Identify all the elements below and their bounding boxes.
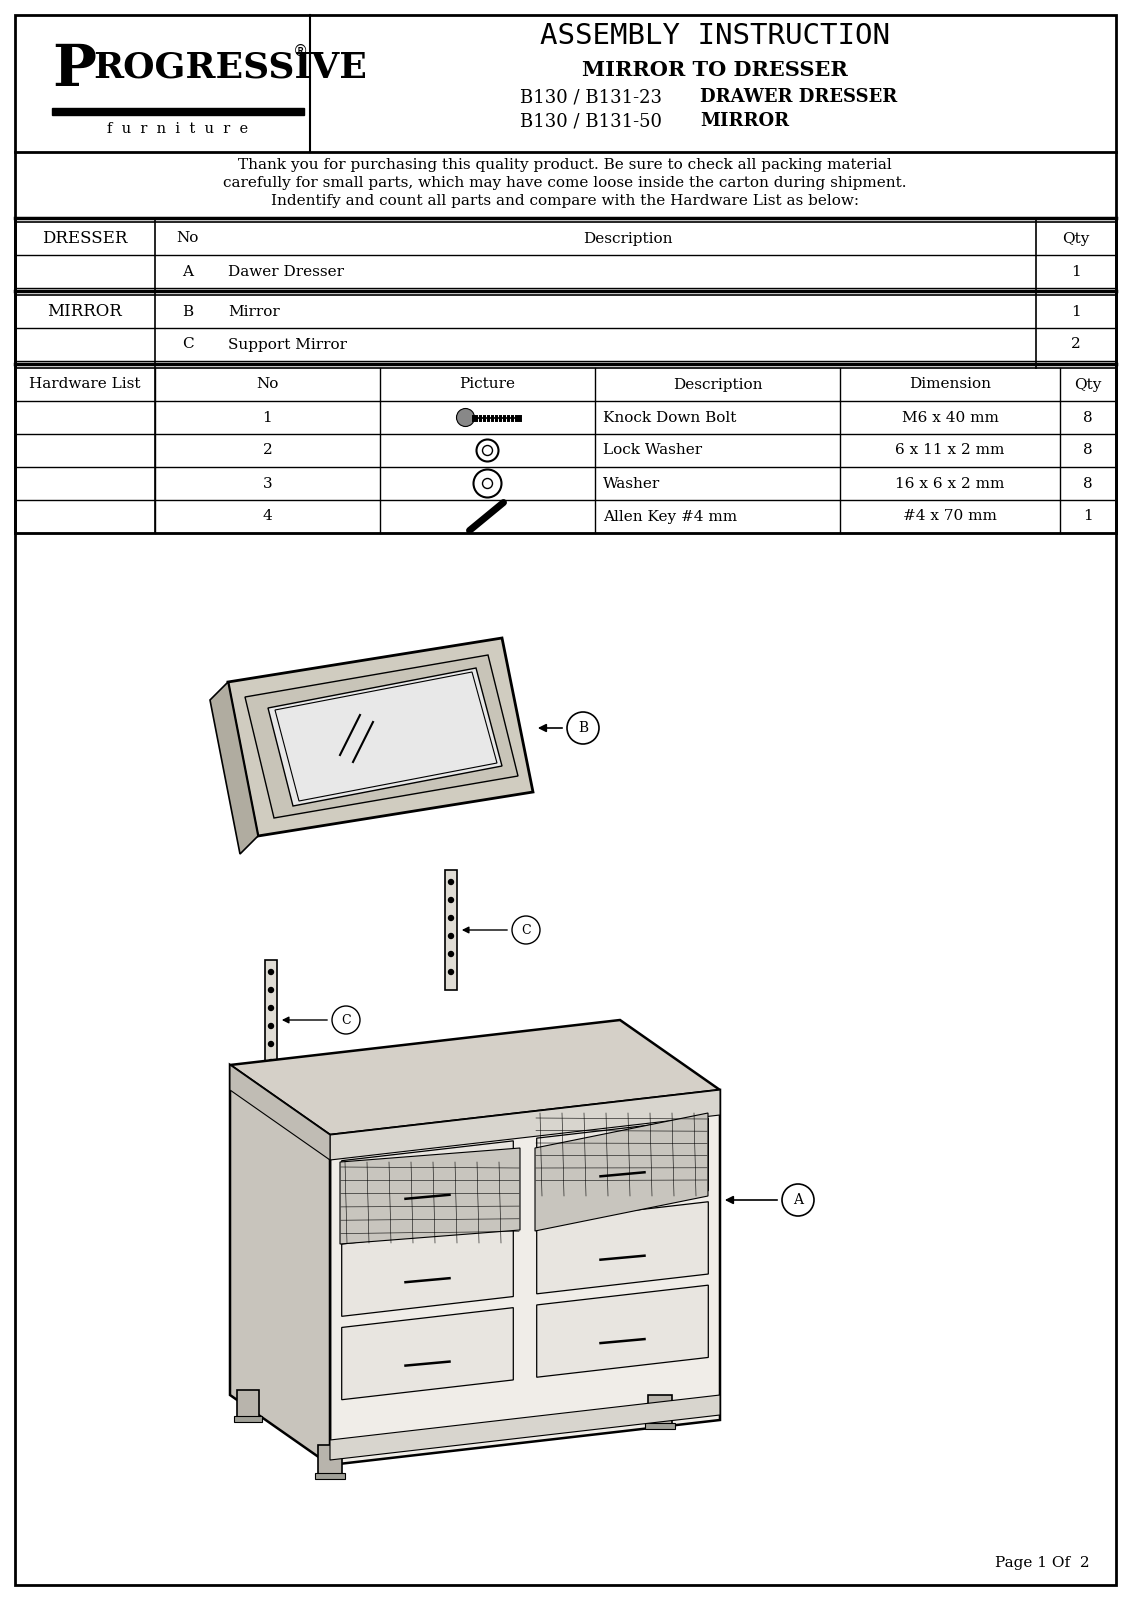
Circle shape: [449, 915, 454, 920]
Text: 3: 3: [262, 477, 273, 491]
Text: 4: 4: [262, 509, 273, 523]
Circle shape: [268, 1042, 274, 1046]
Text: Hardware List: Hardware List: [29, 378, 140, 392]
Text: No: No: [257, 378, 278, 392]
Polygon shape: [342, 1141, 513, 1234]
Text: MIRROR TO DRESSER: MIRROR TO DRESSER: [582, 59, 848, 80]
Text: Thank you for purchasing this quality product. Be sure to check all packing mate: Thank you for purchasing this quality pr…: [239, 158, 892, 171]
Text: Dawer Dresser: Dawer Dresser: [228, 264, 344, 278]
Circle shape: [268, 1005, 274, 1011]
Text: 8: 8: [1083, 443, 1093, 458]
Polygon shape: [340, 1149, 520, 1245]
Bar: [645, 1422, 675, 1429]
Text: 8: 8: [1083, 477, 1093, 491]
Text: ROGRESSIVE: ROGRESSIVE: [93, 50, 366, 83]
Polygon shape: [230, 1066, 330, 1160]
Polygon shape: [537, 1202, 708, 1294]
Text: 1: 1: [1083, 509, 1093, 523]
Text: B130 / B131-23: B130 / B131-23: [520, 88, 673, 106]
Polygon shape: [268, 669, 502, 806]
Text: MIRROR: MIRROR: [48, 302, 122, 320]
Text: 1: 1: [262, 411, 273, 424]
Circle shape: [449, 898, 454, 902]
Text: Qty: Qty: [1062, 232, 1089, 245]
Text: Lock Washer: Lock Washer: [603, 443, 702, 458]
Bar: [15, 533, 1116, 1586]
Bar: [234, 1416, 262, 1422]
Text: No: No: [176, 232, 199, 245]
Text: M6 x 40 mm: M6 x 40 mm: [901, 411, 999, 424]
Text: 8: 8: [1083, 411, 1093, 424]
Polygon shape: [228, 638, 533, 835]
Text: 16 x 6 x 2 mm: 16 x 6 x 2 mm: [896, 477, 1004, 491]
Text: B: B: [578, 722, 588, 734]
Text: f  u  r  n  i  t  u  r  e: f u r n i t u r e: [107, 122, 249, 136]
Text: C: C: [342, 1013, 351, 1027]
Bar: [265, 960, 277, 1080]
Polygon shape: [342, 1224, 513, 1317]
Text: 2: 2: [262, 443, 273, 458]
Text: Qty: Qty: [1074, 378, 1102, 392]
Text: Picture: Picture: [459, 378, 516, 392]
Text: B130 / B131-50: B130 / B131-50: [520, 112, 673, 130]
Polygon shape: [537, 1285, 708, 1378]
Text: MIRROR: MIRROR: [700, 112, 789, 130]
Text: 6 x 11 x 2 mm: 6 x 11 x 2 mm: [896, 443, 1004, 458]
Text: Page 1 Of  2: Page 1 Of 2: [995, 1555, 1090, 1570]
Polygon shape: [330, 1395, 720, 1459]
Polygon shape: [245, 654, 518, 818]
Circle shape: [268, 1024, 274, 1029]
Polygon shape: [535, 1114, 708, 1230]
Text: Mirror: Mirror: [228, 304, 279, 318]
Text: Allen Key #4 mm: Allen Key #4 mm: [603, 509, 737, 523]
Text: DRESSER: DRESSER: [42, 230, 128, 246]
Text: A: A: [182, 264, 193, 278]
Text: C: C: [182, 338, 193, 352]
Bar: [52, 109, 304, 115]
Circle shape: [268, 1059, 274, 1064]
Bar: [316, 1474, 345, 1478]
Text: A: A: [793, 1194, 803, 1206]
Circle shape: [449, 970, 454, 974]
Circle shape: [449, 880, 454, 885]
Text: #4 x 70 mm: #4 x 70 mm: [903, 509, 996, 523]
Text: Indentify and count all parts and compare with the Hardware List as below:: Indentify and count all parts and compar…: [271, 194, 860, 208]
Text: DRAWER DRESSER: DRAWER DRESSER: [700, 88, 897, 106]
Bar: [444, 870, 457, 990]
Polygon shape: [537, 1118, 708, 1211]
Polygon shape: [230, 1066, 330, 1466]
Text: 1: 1: [1071, 264, 1081, 278]
Text: Support Mirror: Support Mirror: [228, 338, 347, 352]
Text: C: C: [521, 923, 530, 936]
Polygon shape: [330, 1090, 720, 1466]
Circle shape: [449, 952, 454, 957]
Bar: [648, 1395, 672, 1427]
Text: carefully for small parts, which may have come loose inside the carton during sh: carefully for small parts, which may hav…: [223, 176, 907, 190]
Polygon shape: [330, 1090, 720, 1160]
Text: B: B: [182, 304, 193, 318]
Text: Knock Down Bolt: Knock Down Bolt: [603, 411, 736, 424]
Bar: [318, 1445, 342, 1477]
Circle shape: [449, 933, 454, 939]
Text: Dimension: Dimension: [909, 378, 991, 392]
Text: 1: 1: [1071, 304, 1081, 318]
Bar: [238, 1390, 259, 1421]
Text: Description: Description: [673, 378, 762, 392]
Polygon shape: [230, 1021, 720, 1134]
Text: Washer: Washer: [603, 477, 661, 491]
Polygon shape: [210, 682, 258, 854]
Text: Description: Description: [584, 232, 673, 245]
Circle shape: [268, 970, 274, 974]
Text: 2: 2: [1071, 338, 1081, 352]
Text: P: P: [52, 42, 96, 98]
Text: ®: ®: [293, 43, 309, 59]
Circle shape: [268, 987, 274, 992]
Circle shape: [457, 408, 475, 427]
Text: ASSEMBLY INSTRUCTION: ASSEMBLY INSTRUCTION: [539, 22, 890, 50]
Polygon shape: [342, 1307, 513, 1400]
